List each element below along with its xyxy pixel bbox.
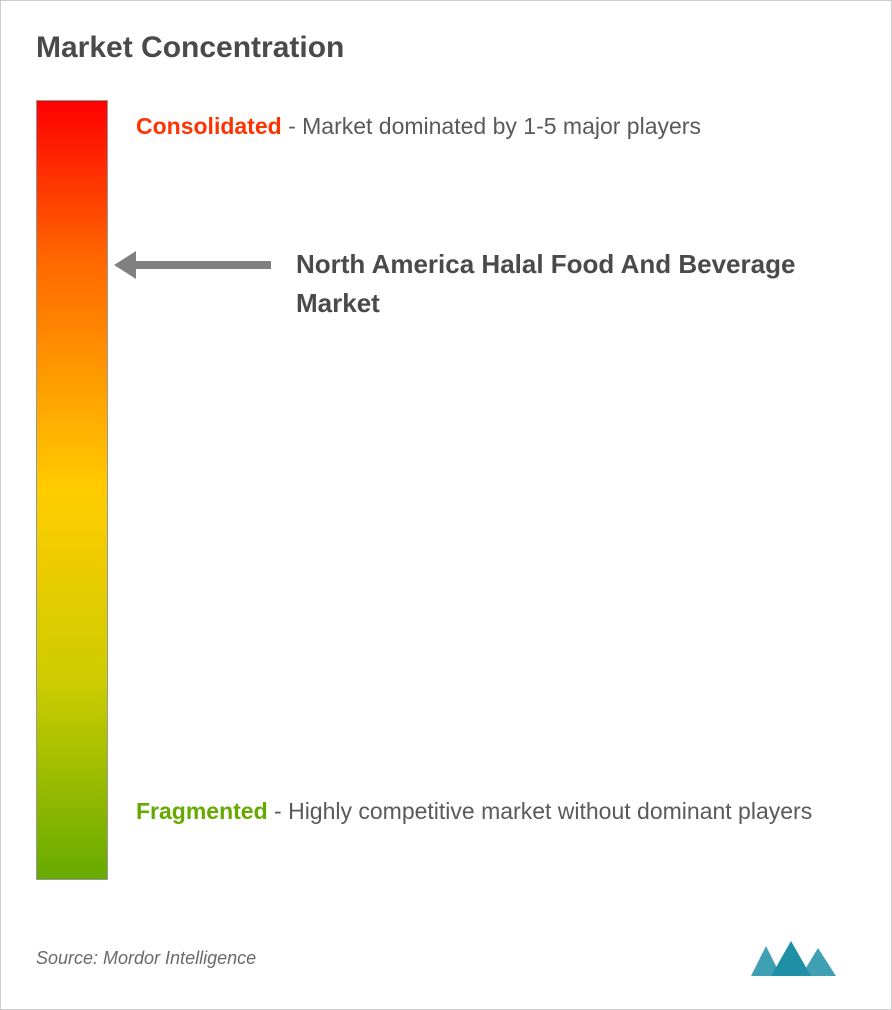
footer: Source: Mordor Intelligence: [36, 936, 856, 981]
market-position-marker: North America Halal Food And Beverage Ma…: [114, 245, 796, 323]
source-attribution: Source: Mordor Intelligence: [36, 948, 256, 969]
consolidated-description: - Market dominated by 1-5 major players: [288, 113, 701, 139]
fragmented-label-section: Fragmented - Highly competitive market w…: [136, 790, 836, 834]
consolidated-label-section: Consolidated - Market dominated by 1-5 m…: [136, 105, 836, 149]
fragmented-description: - Highly competitive market without domi…: [274, 798, 812, 824]
arrow-left-icon: [114, 251, 271, 279]
concentration-gradient-bar: [36, 100, 108, 880]
fragmented-label: Fragmented: [136, 798, 268, 824]
consolidated-label: Consolidated: [136, 113, 282, 139]
market-name-label: North America Halal Food And Beverage Ma…: [296, 245, 796, 323]
mordor-logo-icon: [746, 936, 856, 981]
content-area: Consolidated - Market dominated by 1-5 m…: [36, 100, 856, 900]
page-title: Market Concentration: [36, 31, 856, 65]
